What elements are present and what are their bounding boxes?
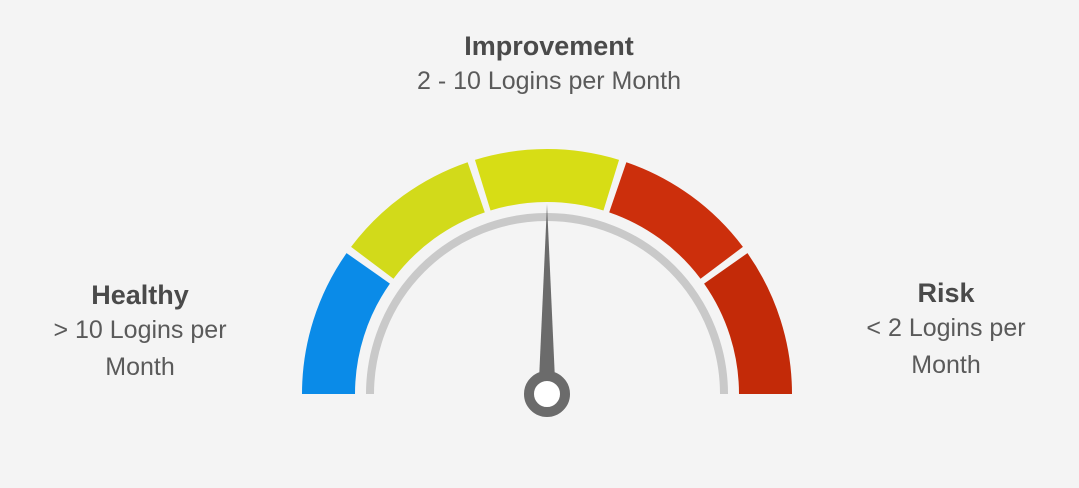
gauge-segment-risk-upper (609, 162, 743, 279)
improvement-label: Improvement 2 - 10 Logins per Month (339, 29, 759, 100)
gauge-segment-healthy (302, 253, 390, 394)
improvement-title: Improvement (464, 31, 634, 61)
risk-description-line1: < 2 Logins per (866, 314, 1026, 342)
healthy-title: Healthy (91, 280, 189, 310)
healthy-description-line2: Month (105, 353, 175, 381)
risk-title: Risk (917, 278, 975, 308)
gauge-needle (539, 204, 555, 380)
gauge-segment-improvement-center (474, 149, 620, 211)
gauge-hub (524, 371, 570, 417)
healthy-label: Healthy > 10 Logins per Month (30, 278, 250, 386)
gauge-segment-improvement-left (351, 162, 485, 279)
healthy-description-line1: > 10 Logins per (53, 316, 227, 344)
risk-label: Risk < 2 Logins per Month (836, 276, 1056, 384)
gauge-segment-risk-lower (704, 253, 792, 394)
gauge-segments (302, 149, 792, 394)
improvement-description: 2 - 10 Logins per Month (416, 67, 682, 95)
risk-description-line2: Month (911, 351, 981, 379)
